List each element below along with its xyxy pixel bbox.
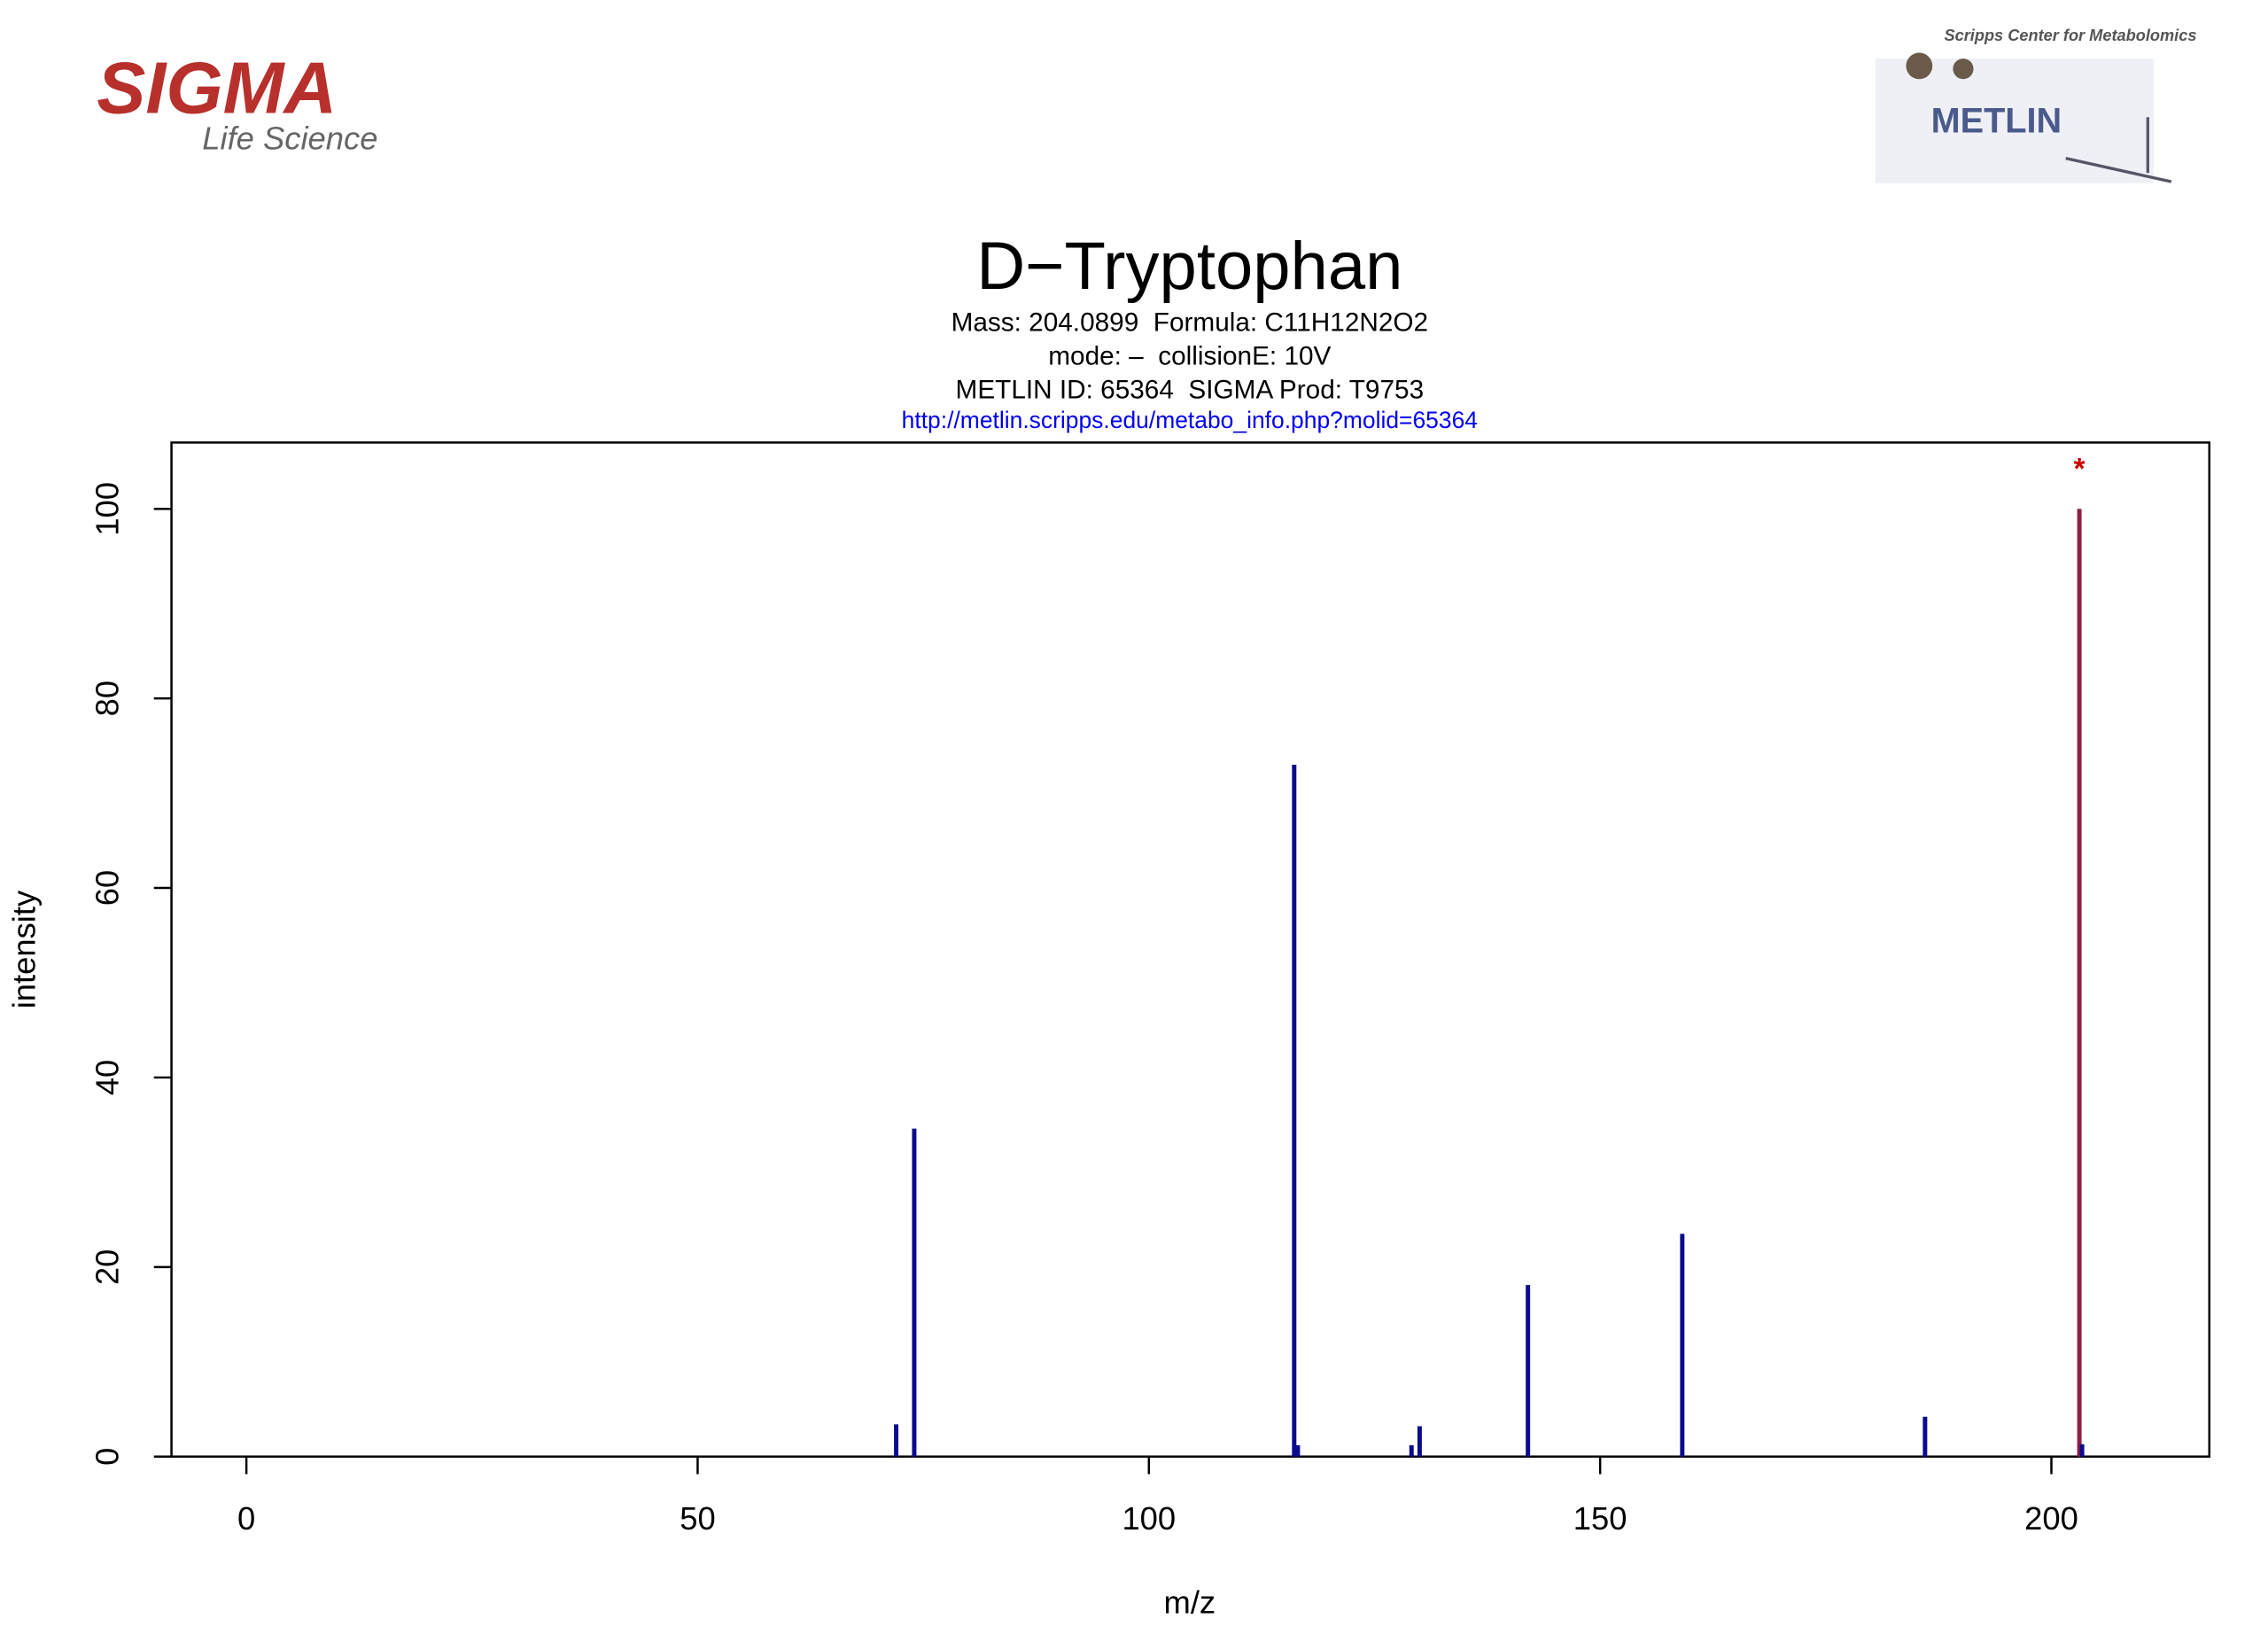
chart-subtitle: Mass: 204.0899 Formula: C11H12N2O2 bbox=[951, 307, 1429, 337]
x-tick-label: 50 bbox=[680, 1500, 715, 1537]
sigma-tagline: Life Science bbox=[202, 120, 377, 156]
y-tick-label: 20 bbox=[89, 1249, 126, 1285]
chart-subtitle: METLIN ID: 65364 SIGMA Prod: T9753 bbox=[956, 375, 1425, 404]
plot-frame bbox=[170, 441, 2211, 1458]
metlin-heading: Scripps Center for Metabolomics bbox=[1944, 27, 2196, 44]
metlin-deco bbox=[2065, 156, 2172, 183]
annotation: * bbox=[2074, 453, 2085, 486]
x-tick-label: 100 bbox=[1122, 1500, 1176, 1537]
x-tick-label: 150 bbox=[1573, 1500, 1627, 1537]
metlin-logo: Scripps Center for Metabolomics METLIN bbox=[1875, 27, 2196, 183]
y-tick-label: 0 bbox=[89, 1448, 126, 1466]
x-axis-label: m/z bbox=[1164, 1584, 1216, 1620]
y-tick-label: 80 bbox=[89, 681, 126, 716]
metlin-molecule bbox=[1906, 52, 1933, 80]
metlin-brand: METLIN bbox=[1931, 101, 2062, 140]
metlin-molecule bbox=[1953, 58, 1974, 80]
y-tick-label: 100 bbox=[89, 482, 126, 536]
chart-title: D−Tryptophan bbox=[976, 229, 1402, 304]
x-tick-label: 0 bbox=[237, 1500, 255, 1537]
y-axis-label: intensity bbox=[5, 890, 42, 1008]
x-tick-label: 200 bbox=[2024, 1500, 2078, 1537]
y-tick-label: 60 bbox=[89, 870, 126, 906]
metlin-backdrop bbox=[1875, 58, 2154, 183]
sigma-logo: SIGMA Life Science bbox=[97, 47, 377, 157]
sigma-brand: SIGMA bbox=[97, 47, 337, 129]
chart-subtitle: mode: – collisionE: 10V bbox=[1048, 341, 1331, 370]
y-tick-label: 40 bbox=[89, 1060, 126, 1095]
link[interactable]: http://metlin.scripps.edu/metabo_info.ph… bbox=[902, 407, 1478, 433]
